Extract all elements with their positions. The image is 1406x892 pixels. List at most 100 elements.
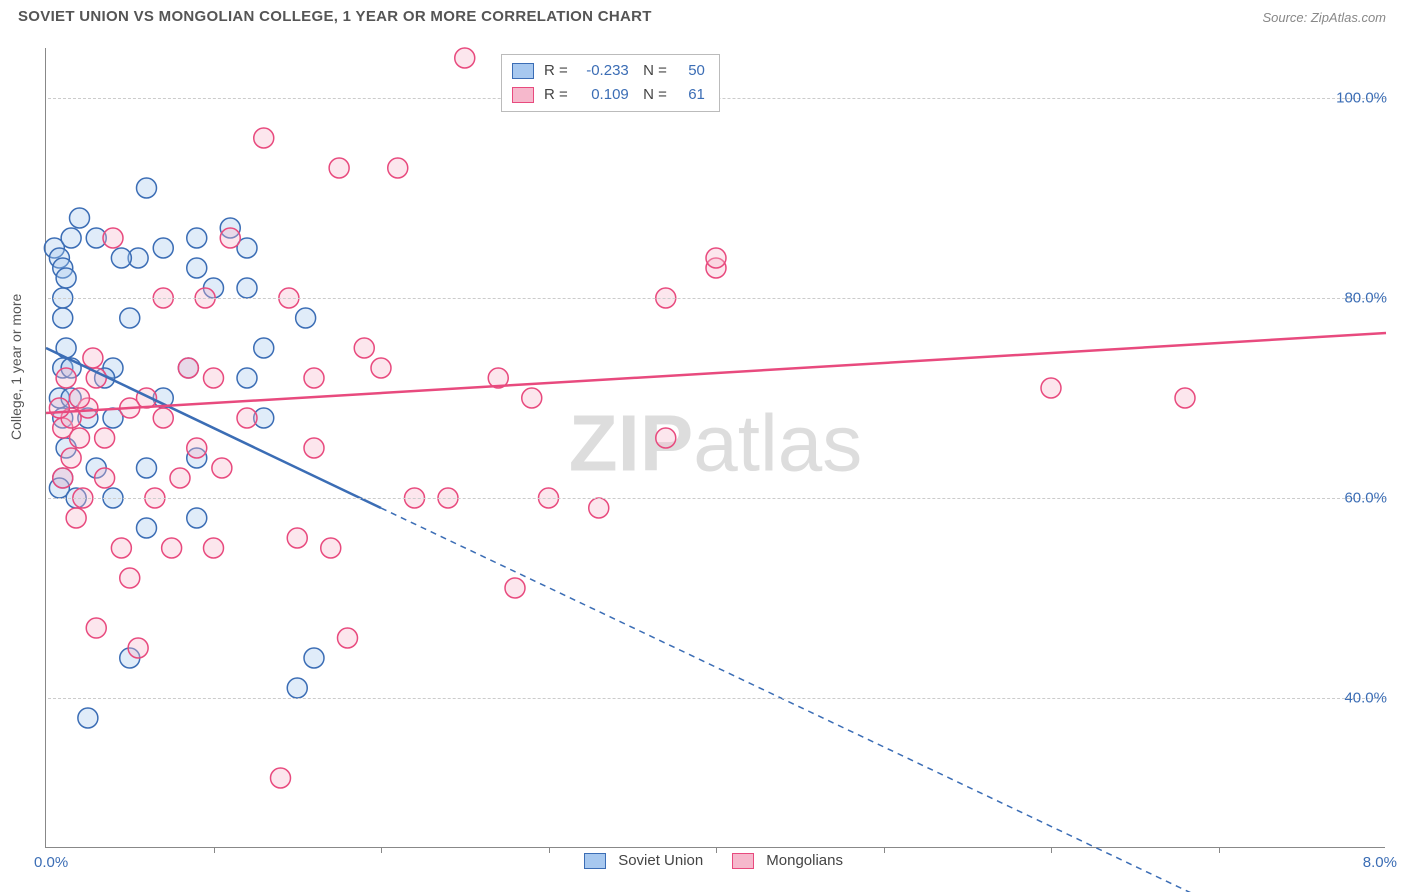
plot-area: ZIPatlas R = -0.233 N = 50 R = 0.109 N =… bbox=[45, 48, 1385, 848]
scatter-point bbox=[86, 618, 106, 638]
scatter-point bbox=[455, 48, 475, 68]
swatch-soviet-bottom bbox=[584, 853, 606, 869]
scatter-point bbox=[254, 128, 274, 148]
legend-r-label: R = bbox=[544, 83, 568, 107]
scatter-point bbox=[237, 408, 257, 428]
scatter-point bbox=[354, 338, 374, 358]
legend-bottom: Soviet Union Mongolians bbox=[46, 851, 1385, 869]
legend-n-value-2: 61 bbox=[673, 83, 705, 107]
scatter-point bbox=[187, 228, 207, 248]
scatter-point bbox=[78, 708, 98, 728]
scatter-point bbox=[70, 208, 90, 228]
scatter-point bbox=[56, 268, 76, 288]
scatter-point bbox=[128, 638, 148, 658]
x-tick-mark bbox=[1051, 847, 1052, 853]
scatter-point bbox=[61, 228, 81, 248]
scatter-point bbox=[254, 338, 274, 358]
source-label: Source: ZipAtlas.com bbox=[1262, 10, 1386, 25]
swatch-soviet bbox=[512, 63, 534, 79]
legend-stats-row-1: R = -0.233 N = 50 bbox=[512, 59, 705, 83]
scatter-point bbox=[187, 258, 207, 278]
legend-r-label: R = bbox=[544, 59, 568, 83]
legend-stats: R = -0.233 N = 50 R = 0.109 N = 61 bbox=[501, 54, 720, 112]
scatter-point bbox=[304, 648, 324, 668]
chart-title: SOVIET UNION VS MONGOLIAN COLLEGE, 1 YEA… bbox=[18, 8, 652, 25]
gridline-h bbox=[48, 498, 1385, 499]
trend-line-dashed bbox=[381, 508, 1202, 892]
scatter-point bbox=[95, 468, 115, 488]
scatter-point bbox=[522, 388, 542, 408]
scatter-point bbox=[237, 368, 257, 388]
scatter-point bbox=[321, 538, 341, 558]
scatter-point bbox=[170, 468, 190, 488]
scatter-point bbox=[220, 228, 240, 248]
scatter-point bbox=[287, 528, 307, 548]
scatter-point bbox=[153, 238, 173, 258]
scatter-point bbox=[178, 358, 198, 378]
scatter-point bbox=[95, 428, 115, 448]
x-tick-mark bbox=[549, 847, 550, 853]
scatter-point bbox=[589, 498, 609, 518]
y-tick-label: 100.0% bbox=[1336, 90, 1387, 107]
scatter-point bbox=[61, 448, 81, 468]
scatter-point bbox=[162, 538, 182, 558]
scatter-point bbox=[137, 178, 157, 198]
scatter-point bbox=[187, 438, 207, 458]
scatter-point bbox=[137, 518, 157, 538]
scatter-point bbox=[204, 538, 224, 558]
scatter-point bbox=[287, 678, 307, 698]
scatter-point bbox=[70, 428, 90, 448]
gridline-h bbox=[48, 298, 1385, 299]
scatter-point bbox=[83, 348, 103, 368]
scatter-point bbox=[111, 538, 131, 558]
scatter-point bbox=[706, 248, 726, 268]
x-tick-mark bbox=[381, 847, 382, 853]
scatter-point bbox=[1175, 388, 1195, 408]
scatter-point bbox=[120, 308, 140, 328]
x-tick-mark bbox=[716, 847, 717, 853]
scatter-point bbox=[304, 368, 324, 388]
scatter-point bbox=[153, 408, 173, 428]
chart-container: ZIPatlas R = -0.233 N = 50 R = 0.109 N =… bbox=[45, 48, 1385, 848]
legend-label-mongolian: Mongolians bbox=[766, 852, 843, 869]
scatter-point bbox=[187, 508, 207, 528]
scatter-point bbox=[56, 368, 76, 388]
x-tick-mark bbox=[214, 847, 215, 853]
scatter-point bbox=[53, 468, 73, 488]
x-tick-mark bbox=[1219, 847, 1220, 853]
scatter-point bbox=[212, 458, 232, 478]
gridline-h bbox=[48, 698, 1385, 699]
swatch-mongolian-bottom bbox=[732, 853, 754, 869]
scatter-point bbox=[505, 578, 525, 598]
swatch-mongolian bbox=[512, 87, 534, 103]
y-tick-label: 80.0% bbox=[1344, 290, 1387, 307]
y-tick-label: 40.0% bbox=[1344, 690, 1387, 707]
scatter-point bbox=[103, 228, 123, 248]
scatter-point bbox=[53, 308, 73, 328]
scatter-point bbox=[296, 308, 316, 328]
x-tick-mark bbox=[884, 847, 885, 853]
legend-n-value-1: 50 bbox=[673, 59, 705, 83]
scatter-point bbox=[70, 388, 90, 408]
legend-r-value-2: 0.109 bbox=[574, 83, 629, 107]
scatter-svg bbox=[46, 48, 1386, 848]
scatter-point bbox=[204, 368, 224, 388]
scatter-point bbox=[137, 458, 157, 478]
scatter-point bbox=[111, 248, 131, 268]
scatter-point bbox=[388, 158, 408, 178]
legend-r-value-1: -0.233 bbox=[574, 59, 629, 83]
legend-n-label: N = bbox=[635, 83, 667, 107]
legend-n-label: N = bbox=[635, 59, 667, 83]
scatter-point bbox=[237, 278, 257, 298]
scatter-point bbox=[304, 438, 324, 458]
scatter-point bbox=[49, 398, 69, 418]
legend-label-soviet: Soviet Union bbox=[618, 852, 703, 869]
y-axis-label: College, 1 year or more bbox=[8, 294, 24, 440]
scatter-point bbox=[329, 158, 349, 178]
scatter-point bbox=[338, 628, 358, 648]
scatter-point bbox=[271, 768, 291, 788]
scatter-point bbox=[371, 358, 391, 378]
legend-stats-row-2: R = 0.109 N = 61 bbox=[512, 83, 705, 107]
scatter-point bbox=[120, 568, 140, 588]
y-tick-label: 60.0% bbox=[1344, 490, 1387, 507]
